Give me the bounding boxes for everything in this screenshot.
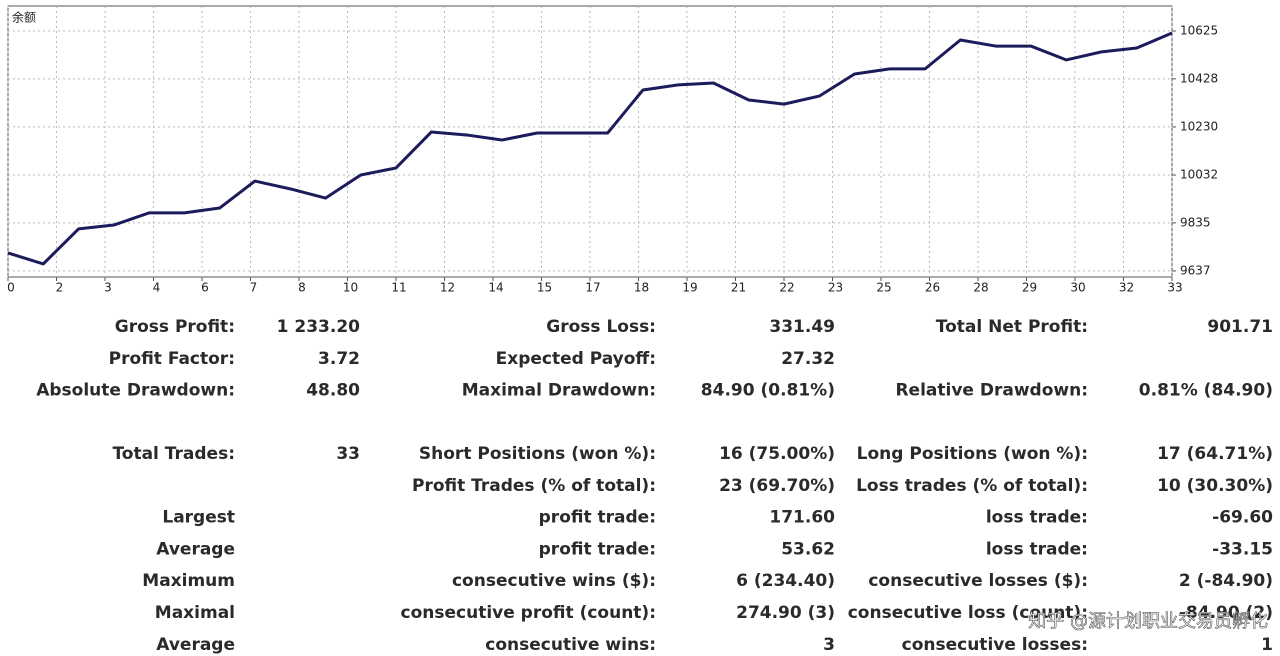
x-tick-label: 26 — [925, 281, 940, 295]
row-value: 3.72 — [318, 349, 360, 369]
x-tick-label: 11 — [391, 281, 406, 295]
x-tick-label: 32 — [1119, 281, 1134, 295]
stat-label: Profit Trades (% of total): — [412, 476, 656, 496]
x-tick-label: 17 — [585, 281, 600, 295]
y-tick-label: 9637 — [1180, 263, 1211, 277]
stat-label: consecutive wins: — [485, 635, 656, 655]
row-label: Largest — [162, 508, 235, 528]
y-tick-label: 10032 — [1180, 168, 1218, 182]
stat-value: 0.81% (84.90) — [1139, 381, 1273, 401]
x-tick-label: 15 — [537, 281, 552, 295]
stat-value: -69.60 — [1212, 508, 1273, 528]
y-tick-label: 10428 — [1180, 71, 1218, 85]
stat-label: Loss trades (% of total): — [856, 476, 1088, 496]
row-value: 1 233.20 — [277, 317, 361, 337]
row-label: Average — [156, 539, 235, 559]
stat-value: 2 (-84.90) — [1179, 571, 1273, 591]
stat-value: 10 (30.30%) — [1157, 476, 1273, 496]
stat-value: 6 (234.40) — [736, 571, 835, 591]
stat-label: profit trade: — [539, 508, 656, 528]
stat-label: Long Positions (won %): — [857, 444, 1088, 464]
stat-value: 16 (75.00%) — [719, 444, 835, 464]
y-tick-label: 9835 — [1180, 215, 1211, 229]
y-tick-label: 10230 — [1180, 119, 1218, 133]
x-tick-label: 29 — [1022, 281, 1037, 295]
balance-line — [7, 31, 1173, 266]
x-tick-label: 6 — [201, 281, 209, 295]
stat-value: 17 (64.71%) — [1157, 444, 1273, 464]
x-tick-label: 0 — [7, 281, 15, 295]
x-tick-label: 30 — [1070, 281, 1085, 295]
row-label: Gross Profit: — [115, 317, 235, 337]
stat-label: loss trade: — [986, 539, 1088, 559]
stat-label: profit trade: — [539, 539, 656, 559]
stat-label: Short Positions (won %): — [419, 444, 656, 464]
stat-value: 1 — [1261, 635, 1273, 655]
row-label: Profit Factor: — [109, 349, 235, 369]
stat-label: consecutive profit (count): — [401, 603, 656, 623]
y-tick-label: 10625 — [1180, 24, 1218, 38]
stat-label: Gross Loss: — [546, 317, 656, 337]
x-tick-label: 28 — [973, 281, 988, 295]
x-tick-label: 4 — [153, 281, 161, 295]
stat-value: -33.15 — [1212, 539, 1273, 559]
stat-label: loss trade: — [986, 508, 1088, 528]
row-label: Total Trades: — [112, 444, 235, 464]
row-label: Absolute Drawdown: — [36, 381, 235, 401]
stat-label: Relative Drawdown: — [895, 381, 1088, 401]
row-value: 48.80 — [306, 381, 360, 401]
x-tick-label: 7 — [250, 281, 258, 295]
stat-value: 23 (69.70%) — [719, 476, 835, 496]
row-value: 33 — [336, 444, 360, 464]
x-tick-label: 12 — [440, 281, 455, 295]
x-tick-label: 22 — [779, 281, 794, 295]
x-tick-label: 19 — [682, 281, 697, 295]
stat-value: 901.71 — [1207, 317, 1273, 337]
stat-label: consecutive losses ($): — [868, 571, 1088, 591]
row-label: Average — [156, 635, 235, 655]
x-tick-label: 8 — [298, 281, 306, 295]
x-tick-label: 3 — [104, 281, 112, 295]
stat-label: consecutive losses: — [902, 635, 1088, 655]
x-tick-label: 2 — [56, 281, 64, 295]
stat-value: 53.62 — [781, 539, 835, 559]
stat-value: 274.90 (3) — [736, 603, 835, 623]
stat-value: 27.32 — [781, 349, 835, 369]
x-tick-label: 21 — [731, 281, 746, 295]
x-tick-label: 18 — [634, 281, 649, 295]
watermark: 知乎 @源计划职业交易员孵化 — [1028, 611, 1268, 632]
x-tick-label: 33 — [1167, 281, 1182, 295]
x-tick-label: 10 — [343, 281, 358, 295]
x-tick-label: 14 — [488, 281, 503, 295]
row-label: Maximal — [155, 603, 235, 623]
stat-value: 3 — [823, 635, 835, 655]
corner-label: 余额 — [12, 10, 36, 25]
row-label: Maximum — [142, 571, 235, 591]
stat-label: Maximal Drawdown: — [462, 381, 656, 401]
stat-label: Expected Payoff: — [496, 349, 656, 369]
stat-value: -84.90 (2) — [1179, 603, 1273, 623]
x-tick-label: 25 — [876, 281, 891, 295]
stat-label: consecutive wins ($): — [452, 571, 656, 591]
stat-label: Total Net Profit: — [936, 317, 1088, 337]
x-tick-label: 23 — [828, 281, 843, 295]
stat-label: consecutive loss (count): — [848, 603, 1088, 623]
stat-value: 331.49 — [769, 317, 835, 337]
stat-value: 84.90 (0.81%) — [701, 381, 835, 401]
stat-value: 171.60 — [769, 508, 835, 528]
